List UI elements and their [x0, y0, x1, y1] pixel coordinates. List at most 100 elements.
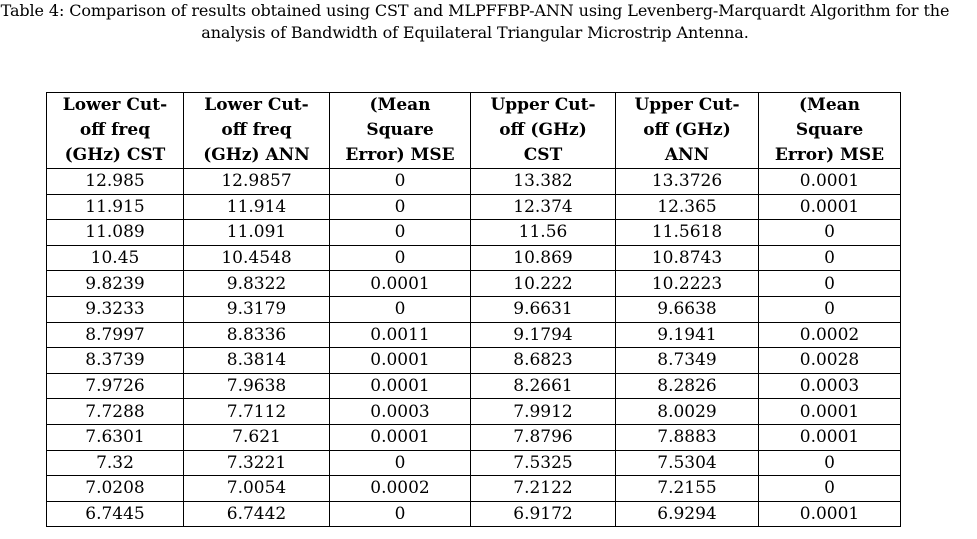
cell-lower-cutoff-ann: 7.3221: [183, 449, 330, 477]
cell-upper-cutoff-cst: 12.374: [470, 193, 616, 221]
cell-lower-cutoff-cst: 9.8239: [46, 270, 184, 297]
cell-upper-mse: 0.0003: [758, 372, 901, 400]
cell-upper-cutoff-cst: 7.2122: [470, 475, 616, 502]
cell-upper-cutoff-ann: 9.6638: [615, 295, 759, 323]
cell-lower-mse: 0.0002: [329, 475, 471, 502]
results-table: Lower Cut-off freq (GHz) CST Lower Cut-of…: [46, 92, 901, 528]
table-row: 11.089 11.091 0 11.56 11.5618 0: [46, 219, 901, 246]
cell-upper-cutoff-ann: 13.3726: [615, 168, 759, 195]
cell-upper-cutoff-ann: 10.2223: [615, 270, 759, 297]
cell-lower-cutoff-ann: 11.091: [183, 219, 330, 246]
cell-lower-cutoff-cst: 9.3233: [46, 295, 184, 323]
table-row: 9.8239 9.8322 0.0001 10.222 10.2223 0: [46, 270, 901, 297]
cell-upper-mse: 0.0001: [758, 168, 901, 195]
table-row: 7.6301 7.621 0.0001 7.8796 7.8883 0.0001: [46, 423, 901, 451]
cell-lower-mse: 0.0001: [329, 347, 471, 374]
table-row: 8.3739 8.3814 0.0001 8.6823 8.7349 0.0028: [46, 347, 901, 374]
cell-lower-mse: 0: [329, 500, 471, 528]
cell-lower-cutoff-ann: 8.8336: [183, 321, 330, 349]
cell-upper-cutoff-ann: 11.5618: [615, 219, 759, 246]
cell-lower-mse: 0.0003: [329, 398, 471, 425]
cell-lower-cutoff-ann: 6.7442: [183, 500, 330, 528]
table-row: 7.32 7.3221 0 7.5325 7.5304 0: [46, 449, 901, 477]
cell-upper-cutoff-cst: 10.869: [470, 244, 616, 272]
cell-lower-cutoff-cst: 7.6301: [46, 423, 184, 451]
header-lower-cutoff-cst: Lower Cut-off freq (GHz) CST: [46, 92, 184, 169]
cell-upper-mse: 0: [758, 244, 901, 272]
cell-upper-cutoff-cst: 7.5325: [470, 449, 616, 477]
header-row: Lower Cut-off freq (GHz) CST Lower Cut-of…: [46, 92, 901, 169]
cell-upper-cutoff-cst: 9.1794: [470, 321, 616, 349]
cell-lower-cutoff-cst: 7.0208: [46, 475, 184, 502]
cell-lower-cutoff-ann: 7.0054: [183, 475, 330, 502]
cell-upper-mse: 0: [758, 219, 901, 246]
cell-lower-cutoff-ann: 12.9857: [183, 168, 330, 195]
cell-lower-cutoff-ann: 9.3179: [183, 295, 330, 323]
cell-lower-cutoff-ann: 7.621: [183, 423, 330, 451]
table-row: 10.45 10.4548 0 10.869 10.8743 0: [46, 244, 901, 272]
table-row: 11.915 11.914 0 12.374 12.365 0.0001: [46, 193, 901, 221]
cell-lower-cutoff-ann: 7.9638: [183, 372, 330, 400]
cell-upper-cutoff-ann: 6.9294: [615, 500, 759, 528]
cell-upper-mse: 0.0001: [758, 193, 901, 221]
cell-upper-cutoff-ann: 8.7349: [615, 347, 759, 374]
cell-lower-mse: 0: [329, 168, 471, 195]
cell-lower-mse: 0.0011: [329, 321, 471, 349]
cell-upper-cutoff-cst: 10.222: [470, 270, 616, 297]
cell-lower-mse: 0.0001: [329, 372, 471, 400]
cell-upper-mse: 0.0001: [758, 398, 901, 425]
cell-upper-cutoff-cst: 11.56: [470, 219, 616, 246]
table-row: 9.3233 9.3179 0 9.6631 9.6638 0: [46, 295, 901, 323]
cell-lower-cutoff-ann: 9.8322: [183, 270, 330, 297]
header-upper-cutoff-cst: Upper Cut-off (GHz) CST: [470, 92, 616, 169]
cell-upper-mse: 0.0002: [758, 321, 901, 349]
cell-upper-mse: 0: [758, 295, 901, 323]
cell-lower-cutoff-cst: 7.9726: [46, 372, 184, 400]
cell-upper-mse: 0: [758, 475, 901, 502]
cell-upper-mse: 0.0001: [758, 423, 901, 451]
table-row: 7.7288 7.7112 0.0003 7.9912 8.0029 0.0001: [46, 398, 901, 425]
cell-upper-cutoff-cst: 6.9172: [470, 500, 616, 528]
table-row: 7.9726 7.9638 0.0001 8.2661 8.2826 0.0003: [46, 372, 901, 400]
cell-lower-cutoff-cst: 11.089: [46, 219, 184, 246]
cell-lower-cutoff-cst: 8.7997: [46, 321, 184, 349]
cell-upper-cutoff-cst: 8.6823: [470, 347, 616, 374]
cell-upper-cutoff-cst: 13.382: [470, 168, 616, 195]
cell-lower-mse: 0: [329, 193, 471, 221]
cell-lower-cutoff-ann: 7.7112: [183, 398, 330, 425]
cell-lower-cutoff-cst: 8.3739: [46, 347, 184, 374]
cell-upper-mse: 0: [758, 270, 901, 297]
cell-upper-mse: 0: [758, 449, 901, 477]
cell-lower-cutoff-cst: 6.7445: [46, 500, 184, 528]
cell-lower-mse: 0: [329, 295, 471, 323]
cell-upper-cutoff-ann: 8.2826: [615, 372, 759, 400]
cell-lower-mse: 0.0001: [329, 423, 471, 451]
cell-upper-mse: 0.0001: [758, 500, 901, 528]
header-upper-mse: (Mean Square Error) MSE: [758, 92, 901, 169]
header-lower-cutoff-ann: Lower Cut-off freq (GHz) ANN: [183, 92, 330, 169]
table-body: 12.985 12.9857 0 13.382 13.3726 0.0001 11.915 1…: [46, 168, 901, 528]
cell-upper-cutoff-ann: 9.1941: [615, 321, 759, 349]
cell-upper-cutoff-ann: 7.8883: [615, 423, 759, 451]
table-row: 7.0208 7.0054 0.0002 7.2122 7.2155 0: [46, 475, 901, 502]
header-lower-mse: (Mean Square Error) MSE: [329, 92, 471, 169]
cell-lower-cutoff-ann: 11.914: [183, 193, 330, 221]
cell-lower-cutoff-cst: 11.915: [46, 193, 184, 221]
cell-lower-cutoff-cst: 7.7288: [46, 398, 184, 425]
cell-upper-cutoff-ann: 7.5304: [615, 449, 759, 477]
table-row: 8.7997 8.8336 0.0011 9.1794 9.1941 0.0002: [46, 321, 901, 349]
caption-line-1: Table 4: Comparison of results obtained …: [0, 1, 950, 20]
cell-lower-cutoff-cst: 12.985: [46, 168, 184, 195]
cell-lower-mse: 0: [329, 219, 471, 246]
table-row: 6.7445 6.7442 0 6.9172 6.9294 0.0001: [46, 500, 901, 528]
cell-upper-cutoff-cst: 8.2661: [470, 372, 616, 400]
cell-lower-mse: 0: [329, 449, 471, 477]
cell-lower-mse: 0.0001: [329, 270, 471, 297]
cell-upper-cutoff-ann: 7.2155: [615, 475, 759, 502]
cell-lower-cutoff-ann: 8.3814: [183, 347, 330, 374]
cell-upper-mse: 0.0028: [758, 347, 901, 374]
cell-lower-cutoff-ann: 10.4548: [183, 244, 330, 272]
table-caption: Table 4: Comparison of results obtained …: [0, 0, 950, 44]
cell-upper-cutoff-cst: 7.8796: [470, 423, 616, 451]
table-row: 12.985 12.9857 0 13.382 13.3726 0.0001: [46, 168, 901, 195]
